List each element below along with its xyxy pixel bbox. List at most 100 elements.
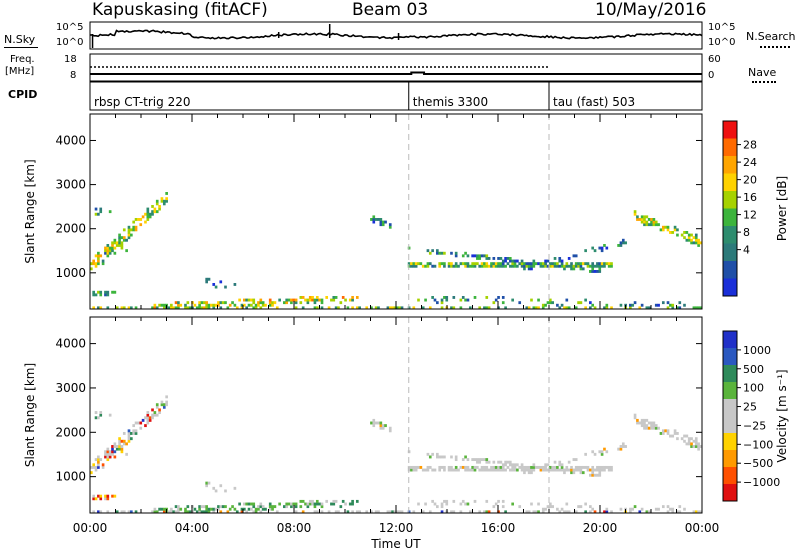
range-cell [412,264,416,268]
range-cell [546,468,550,472]
range-cell [549,468,552,472]
range-cell [245,502,248,506]
range-cell [259,298,263,302]
range-cell [428,262,432,266]
range-cell [97,458,100,462]
range-cell [127,225,131,229]
range-cell [388,429,392,433]
range-cell [108,450,112,454]
range-cell [464,264,467,268]
range-cell [591,507,595,511]
range-cell [240,306,244,310]
range-cell [643,424,646,428]
range-cell [162,405,166,409]
range-cell [146,210,150,214]
range-cell [257,505,260,509]
range-cell [94,465,98,469]
range-cell [492,262,496,266]
range-cell [139,421,143,425]
range-cell [669,507,672,511]
range-cell [687,442,691,446]
range-cell [424,264,427,268]
range-cell [113,246,117,250]
range-cell [130,306,133,310]
range-cell [678,510,682,514]
range-cell [556,264,559,268]
range-cell [428,455,432,459]
range-cell [508,468,512,472]
range-cell [332,298,336,302]
range-cell [94,293,98,297]
range-cell [99,290,103,294]
range-cell [468,510,472,514]
range-cell [108,249,112,253]
range-cell [669,303,672,307]
range-cell [304,298,307,302]
range-cell [518,301,522,305]
range-cell [647,426,651,430]
range-cell [259,306,263,310]
range-cell [565,306,569,310]
range-cell [593,468,597,472]
freq-label: Freq. [10,54,35,65]
range-cell [130,437,133,441]
range-cell [574,468,578,472]
range-cell [217,301,220,305]
range-cell [577,301,580,305]
range-cell [518,505,522,509]
range-cell [603,244,606,247]
range-cell [527,468,531,472]
range-cell [261,303,265,307]
range-cell [97,306,100,310]
range-cell [99,413,103,417]
power-colorbar-tick-label: 12 [743,209,757,222]
range-cell [355,499,359,503]
range-cell [605,246,609,250]
range-cell [92,463,95,467]
range-cell [560,303,564,307]
range-cell [153,207,157,211]
range-cell [184,510,187,514]
range-cell [195,510,199,514]
range-cell [122,442,126,446]
range-cell [132,225,136,229]
range-cell [313,502,317,506]
range-cell [560,259,564,263]
range-cell [598,450,602,454]
range-cell [600,246,604,250]
velocity-colorbar-swatch [723,467,737,485]
range-cell [104,246,107,250]
range-cell [252,505,256,509]
range-cell [290,505,293,509]
range-cell [598,267,602,271]
velocity-colorbar-swatch [723,450,737,468]
range-cell [506,460,510,464]
range-cell [313,510,317,514]
range-cell [127,429,131,433]
range-cell [202,510,206,514]
range-cell [287,502,291,506]
range-cell [586,262,590,266]
range-cell [567,264,571,268]
range-cell [593,306,597,310]
range-cell [388,306,392,310]
range-cell [523,465,526,469]
range-cell [134,225,138,229]
range-cell [694,306,698,310]
range-cell [600,264,604,268]
time-axis: 00:00 04:00 08:00 12:00 16:00 20:00 00:00 Time … [73,521,720,551]
range-cell [372,424,376,428]
range-cell [692,445,696,448]
range-cell [499,264,503,268]
range-cell [162,303,166,307]
range-cell [678,505,682,509]
range-cell [101,259,105,263]
range-cell [487,510,491,514]
range-cell [546,301,550,305]
range-cell [483,458,486,462]
range-cell [523,471,526,475]
range-cell [424,502,427,506]
range-cell [671,434,675,438]
range-cell [217,507,220,511]
